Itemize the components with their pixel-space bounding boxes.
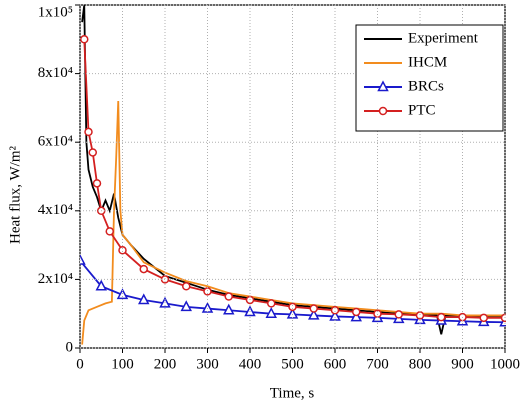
y-tick-label: 8x10⁴ — [38, 65, 73, 81]
marker — [139, 264, 148, 274]
marker — [479, 313, 488, 323]
x-tick-label: 400 — [239, 356, 262, 372]
marker — [105, 227, 114, 236]
x-tick-label: 800 — [409, 356, 432, 372]
marker — [329, 309, 341, 321]
x-tick-label: 0 — [76, 356, 84, 372]
marker — [88, 148, 97, 157]
x-tick-label: 900 — [451, 356, 474, 372]
marker — [352, 307, 361, 317]
marker — [308, 308, 320, 320]
y-axis-label: Heat flux, W/m² — [7, 146, 23, 244]
marker — [80, 35, 89, 44]
marker — [116, 288, 129, 300]
marker — [95, 279, 107, 291]
y-tick-label: 0 — [66, 339, 74, 355]
marker — [118, 245, 127, 255]
marker — [84, 127, 93, 137]
marker — [223, 303, 235, 315]
x-tick-label: 600 — [324, 356, 347, 372]
legend-label: PTC — [408, 102, 436, 118]
x-tick-label: 500 — [281, 356, 304, 372]
x-tick-label: 300 — [196, 356, 219, 372]
marker — [182, 282, 191, 291]
y-tick-label: 4x10⁴ — [38, 202, 73, 218]
legend-label: BRCs — [408, 78, 444, 94]
legend-label: Experiment — [408, 30, 479, 46]
y-tick-label: 1x10⁵ — [38, 4, 73, 20]
marker — [350, 310, 362, 322]
legend-label: IHCM — [408, 54, 447, 70]
marker — [394, 310, 403, 319]
y-tick-label: 2x10⁴ — [38, 271, 73, 287]
marker — [437, 312, 446, 322]
x-tick-label: 200 — [154, 356, 177, 372]
marker — [309, 304, 318, 313]
marker — [80, 253, 86, 265]
x-tick-label: 700 — [366, 356, 389, 372]
marker — [138, 293, 150, 305]
marker — [267, 299, 276, 308]
x-axis-label: Time, s — [270, 385, 315, 401]
marker — [288, 302, 297, 312]
marker — [377, 80, 389, 92]
marker — [92, 179, 102, 188]
marker — [224, 292, 233, 301]
marker — [330, 306, 340, 315]
marker — [378, 106, 388, 116]
y-tick-label: 6x10⁴ — [38, 134, 73, 150]
marker — [265, 307, 277, 318]
marker — [180, 300, 192, 312]
marker — [201, 301, 214, 313]
x-tick-label: 1000 — [490, 356, 520, 372]
x-tick-label: 100 — [111, 356, 134, 372]
